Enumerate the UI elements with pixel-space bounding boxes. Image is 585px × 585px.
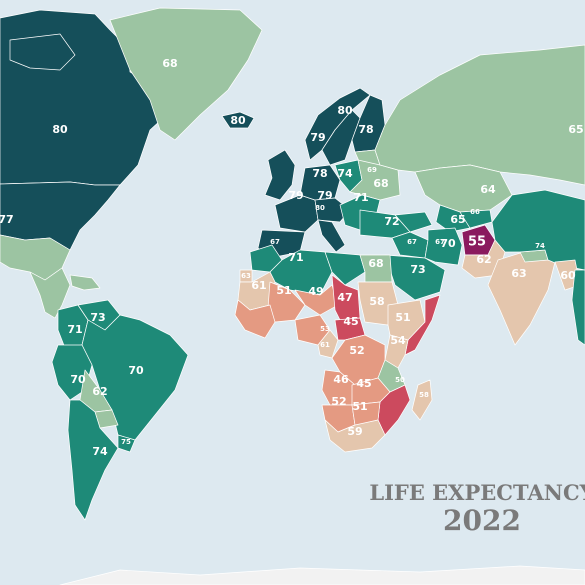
region-alaska-islands[interactable] xyxy=(9,33,76,71)
region-west-coast[interactable] xyxy=(234,299,276,339)
region-value: 58 xyxy=(419,391,429,399)
map-year: 2022 xyxy=(443,504,521,537)
region-value: 70 xyxy=(128,364,144,377)
region-value: 78 xyxy=(312,167,327,180)
region-value: 58 xyxy=(369,295,384,308)
region-value: 54 xyxy=(390,334,406,347)
region-russia[interactable] xyxy=(374,44,585,186)
region-value: 71 xyxy=(353,191,368,204)
region-value: 50 xyxy=(395,376,405,384)
region-value: 70 xyxy=(440,237,456,250)
region-caribbean[interactable] xyxy=(69,274,101,291)
region-value: 53 xyxy=(320,325,330,333)
region-value: 64 xyxy=(480,183,496,196)
region-central-america[interactable] xyxy=(29,267,71,319)
region-libya[interactable] xyxy=(324,251,366,286)
region-value: 73 xyxy=(90,311,105,324)
region-value: 74 xyxy=(337,167,353,180)
region-value: 68 xyxy=(368,257,383,270)
region-value: 70 xyxy=(70,373,86,386)
region-value: 67 xyxy=(435,238,445,246)
region-madagascar[interactable] xyxy=(411,379,433,421)
region-value: 47 xyxy=(337,291,352,304)
region-kenya[interactable] xyxy=(384,334,409,369)
region-value: 78 xyxy=(358,123,373,136)
region-value: 67 xyxy=(270,238,280,246)
region-value: 51 xyxy=(352,400,367,413)
region-value: 74 xyxy=(535,242,545,250)
region-value: 63 xyxy=(241,272,251,280)
region-value: 62 xyxy=(476,253,491,266)
region-value: 80 xyxy=(230,114,246,127)
region-value: 68 xyxy=(373,177,388,190)
region-value: 46 xyxy=(333,373,349,386)
region-uzbekistan[interactable] xyxy=(435,204,471,233)
region-somalia[interactable] xyxy=(404,294,441,356)
region-value: 49 xyxy=(308,285,323,298)
region-kazakhstan[interactable] xyxy=(414,164,513,213)
region-brazil[interactable] xyxy=(81,314,189,441)
region-value: 67 xyxy=(407,238,417,246)
region-value: 63 xyxy=(511,267,526,280)
region-value: 52 xyxy=(349,344,364,357)
region-value: 80 xyxy=(52,123,68,136)
value-labels: 80 77 68 80 80 79 78 79 78 74 69 68 79 8… xyxy=(0,57,584,458)
region-value: 65 xyxy=(568,123,583,136)
region-value: 79 xyxy=(310,131,325,144)
region-value: 59 xyxy=(347,425,362,438)
region-china[interactable] xyxy=(491,189,585,271)
region-value: 52 xyxy=(331,395,346,408)
region-value: 79 xyxy=(288,189,303,202)
region-value: 80 xyxy=(337,104,353,117)
region-value: 75 xyxy=(121,438,131,446)
region-argentina[interactable] xyxy=(67,399,119,521)
region-value: 77 xyxy=(0,213,14,226)
region-norway[interactable] xyxy=(304,87,371,161)
region-cameroon[interactable] xyxy=(317,329,339,359)
region-value: 80 xyxy=(315,204,325,212)
region-value: 74 xyxy=(92,445,108,458)
region-value: 61 xyxy=(320,341,330,349)
region-value: 51 xyxy=(276,284,291,297)
region-value: 65 xyxy=(450,213,465,226)
region-value: 51 xyxy=(395,311,410,324)
region-value: 45 xyxy=(343,315,358,328)
region-southeast-asia[interactable] xyxy=(571,269,585,346)
region-iran[interactable] xyxy=(424,227,463,266)
region-value: 62 xyxy=(92,385,107,398)
region-value: 71 xyxy=(67,323,82,336)
region-south-africa[interactable] xyxy=(324,419,386,453)
region-greenland[interactable] xyxy=(109,7,263,141)
region-italy[interactable] xyxy=(317,219,346,253)
region-value: 79 xyxy=(317,189,332,202)
region-iceland[interactable] xyxy=(221,111,255,129)
region-value: 61 xyxy=(251,279,266,292)
region-value: 66 xyxy=(470,208,480,216)
region-uruguay[interactable] xyxy=(117,434,136,453)
region-value: 45 xyxy=(356,377,371,390)
region-antarctica xyxy=(59,565,585,585)
region-value: 68 xyxy=(162,57,177,70)
region-united-kingdom[interactable] xyxy=(264,149,296,201)
map-title: LIFE EXPECTANCY xyxy=(369,480,585,505)
region-value: 60 xyxy=(560,269,576,282)
region-value: 73 xyxy=(410,263,425,276)
region-value: 72 xyxy=(384,215,399,228)
region-value: 71 xyxy=(288,251,303,264)
region-value: 69 xyxy=(367,166,377,174)
region-value: 55 xyxy=(468,235,486,250)
